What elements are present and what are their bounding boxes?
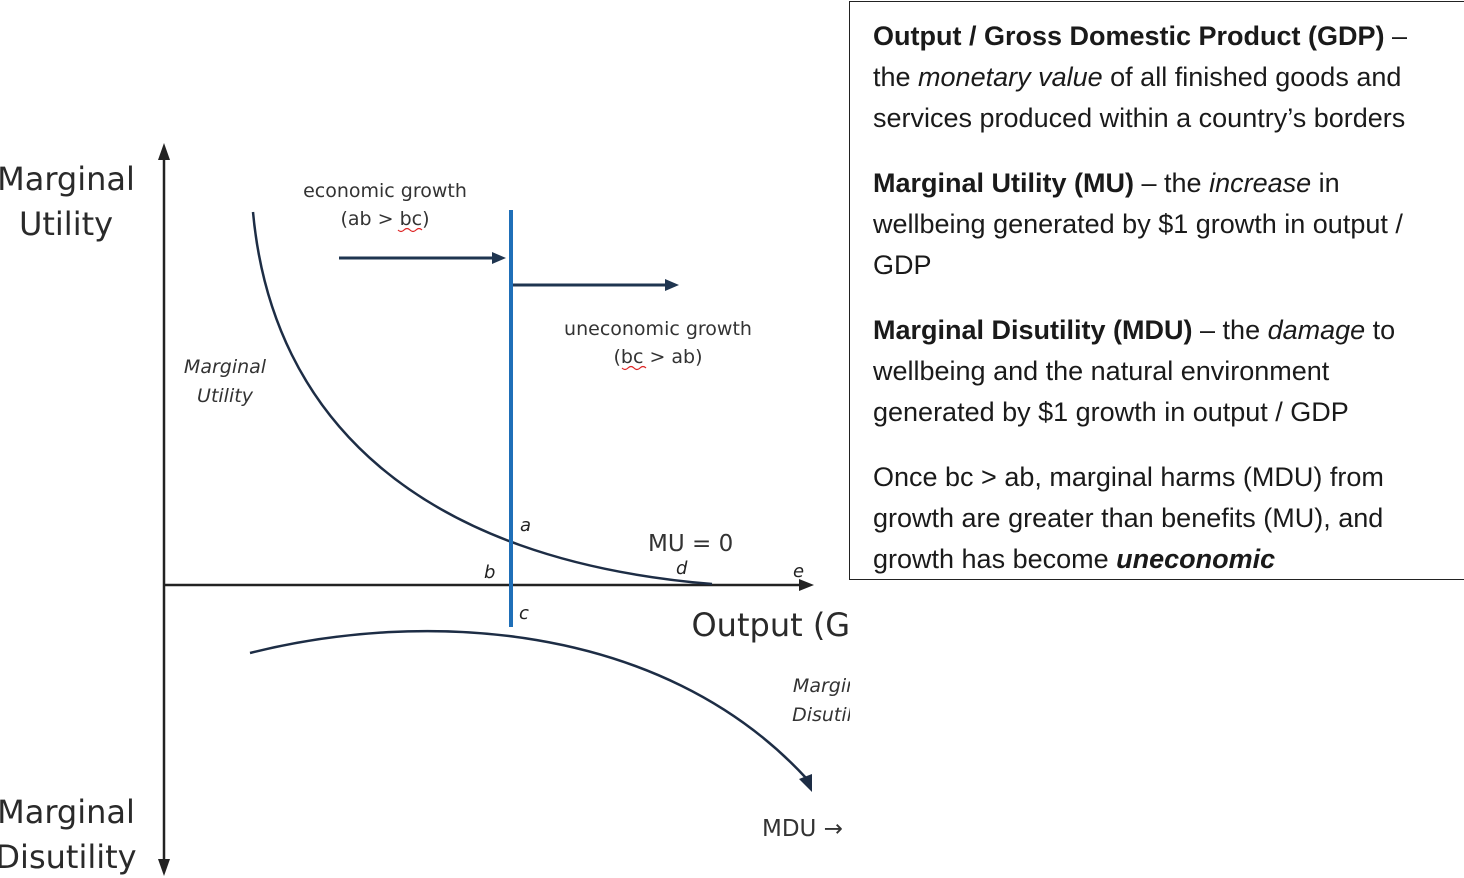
point-c-label: c xyxy=(519,603,529,624)
gdp-text-pre: the xyxy=(873,62,919,92)
utility-disutility-diagram: Marginal Utility Marginal Disutility Out… xyxy=(0,143,850,876)
x-axis-arrow xyxy=(799,579,814,591)
mdu-text-post: to wellbeing and the natural environment… xyxy=(873,315,1396,427)
mdu-term: Marginal Disutility (MDU) xyxy=(873,315,1193,345)
gdp-separator: – xyxy=(1384,21,1408,51)
conclusion: Once bc > ab, marginal harms (MDU) from … xyxy=(873,457,1448,580)
point-b-label: b xyxy=(484,562,495,583)
conclusion-emphasis: uneconomic xyxy=(1116,544,1276,574)
uneconomic-growth-arrowhead xyxy=(665,279,679,291)
mdu-curve-label-line1: Marginal xyxy=(793,675,850,697)
mdu-curve-label-line2: Disutility xyxy=(792,704,850,726)
y-axis-top-label-line2: Utility xyxy=(19,205,113,243)
mdu-infinity-label: MDU → ∞ xyxy=(762,816,850,842)
mdu-definition: Marginal Disutility (MDU) – the damage t… xyxy=(873,310,1448,433)
gdp-text-post: of all finished goods and services produ… xyxy=(873,62,1406,133)
mu-text-emphasis: increase xyxy=(1209,168,1312,198)
y-axis-down-arrow xyxy=(158,859,170,876)
mu-curve-label-line1: Marginal xyxy=(184,356,267,378)
mu-definition: Marginal Utility (MU) – the increase in … xyxy=(873,163,1448,286)
uneconomic-growth-condition: (bc > ab) xyxy=(613,346,702,368)
spellcheck-squiggle xyxy=(621,365,647,371)
spellcheck-squiggle xyxy=(397,227,423,233)
mdu-curve-arrowhead xyxy=(799,774,812,792)
mu-zero-label: MU = 0 xyxy=(648,531,733,557)
mdu-text-pre: the xyxy=(1222,315,1268,345)
gdp-term: Output / Gross Domestic Product (GDP) xyxy=(873,21,1385,51)
point-a-label: a xyxy=(520,515,531,536)
mdu-text-emphasis: damage xyxy=(1267,315,1366,345)
conclusion-text: Once bc > ab, marginal harms (MDU) from … xyxy=(873,462,1384,574)
point-d-label: d xyxy=(676,558,688,579)
economic-growth-arrowhead xyxy=(492,252,506,264)
definitions-box: Output / Gross Domestic Product (GDP) – … xyxy=(849,1,1464,580)
uneconomic-growth-label: uneconomic growth xyxy=(564,318,752,340)
y-axis-top-label-line1: Marginal xyxy=(0,160,135,198)
mu-curve-label-line2: Utility xyxy=(197,385,254,407)
point-e-label: e xyxy=(793,561,804,582)
mu-text-pre: the xyxy=(1164,168,1210,198)
gdp-definition: Output / Gross Domestic Product (GDP) – … xyxy=(873,16,1448,139)
x-axis-label: Output (GDP) xyxy=(691,606,850,644)
y-axis-bottom-label-line2: Disutility xyxy=(0,838,137,876)
mu-text-post: in wellbeing generated by $1 growth in o… xyxy=(873,168,1403,280)
economic-growth-condition: (ab > bc) xyxy=(340,208,429,230)
gdp-text-emphasis: monetary value xyxy=(918,62,1103,92)
marginal-disutility-curve xyxy=(249,629,807,779)
economic-growth-label: economic growth xyxy=(303,180,467,202)
mu-term: Marginal Utility (MU) xyxy=(873,168,1134,198)
y-axis-up-arrow xyxy=(158,143,170,160)
mdu-separator: – xyxy=(1192,315,1223,345)
y-axis-bottom-label-line1: Marginal xyxy=(0,793,135,831)
mu-separator: – xyxy=(1134,168,1165,198)
marginal-utility-curve xyxy=(251,211,713,586)
